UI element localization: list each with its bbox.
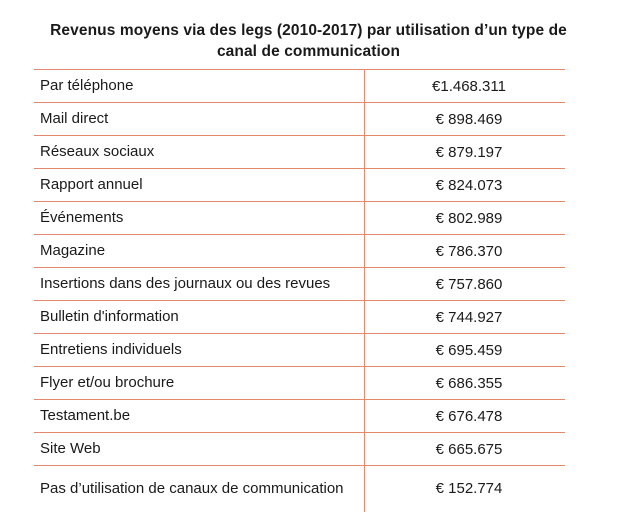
channel-label: Entretiens individuels — [34, 333, 365, 367]
table-row: Rapport annuel € 824.073 — [34, 168, 565, 202]
channel-label: Testament.be — [34, 399, 365, 433]
table-row: Événements € 802.989 — [34, 201, 565, 235]
channel-label: Rapport annuel — [34, 168, 365, 202]
table-row: Entretiens individuels € 695.459 — [34, 333, 565, 367]
revenue-value: € 898.469 — [364, 102, 565, 136]
revenue-value: €1.468.311 — [364, 69, 565, 103]
revenue-value: € 152.774 — [364, 465, 565, 512]
channel-label: Mail direct — [34, 102, 365, 136]
channel-label: Magazine — [34, 234, 365, 268]
revenue-value: € 802.989 — [364, 201, 565, 235]
revenue-value: € 879.197 — [364, 135, 565, 169]
channel-label: Insertions dans des journaux ou des revu… — [34, 267, 365, 301]
channel-label: Flyer et/ou brochure — [34, 366, 365, 400]
table-row: Bulletin d'information € 744.927 — [34, 300, 565, 334]
channel-label: Site Web — [34, 432, 365, 466]
table-title-line-2: canal de communication — [216, 43, 401, 60]
channel-label: Événements — [34, 201, 365, 235]
revenue-value: € 686.355 — [364, 366, 565, 400]
revenue-value: € 695.459 — [364, 333, 565, 367]
revenue-value: € 744.927 — [364, 300, 565, 334]
table-title-line-1: Revenus moyens via des legs (2010-2017) … — [50, 22, 567, 39]
table-row: Insertions dans des journaux ou des revu… — [34, 267, 565, 301]
table-row: Magazine € 786.370 — [34, 234, 565, 268]
channel-label: Par téléphone — [34, 69, 365, 103]
table-row: Flyer et/ou brochure € 686.355 — [34, 366, 565, 400]
revenue-value: € 824.073 — [364, 168, 565, 202]
channel-label: Réseaux sociaux — [34, 135, 365, 169]
revenue-table: Par téléphone €1.468.311 Mail direct € 8… — [34, 69, 565, 512]
revenue-value: € 676.478 — [364, 399, 565, 433]
channel-label: Pas d’utilisation de canaux de communica… — [34, 465, 365, 512]
table-row: Mail direct € 898.469 — [34, 102, 565, 136]
table-row: Testament.be € 676.478 — [34, 399, 565, 433]
revenue-value: € 786.370 — [364, 234, 565, 268]
table-row: Pas d’utilisation de canaux de communica… — [34, 465, 565, 512]
table-row: Par téléphone €1.468.311 — [34, 69, 565, 103]
table-row: Site Web € 665.675 — [34, 432, 565, 466]
table-title: Revenus moyens via des legs (2010-2017) … — [30, 20, 587, 62]
revenue-value: € 757.860 — [364, 267, 565, 301]
revenue-value: € 665.675 — [364, 432, 565, 466]
channel-label: Bulletin d'information — [34, 300, 365, 334]
table-row: Réseaux sociaux € 879.197 — [34, 135, 565, 169]
